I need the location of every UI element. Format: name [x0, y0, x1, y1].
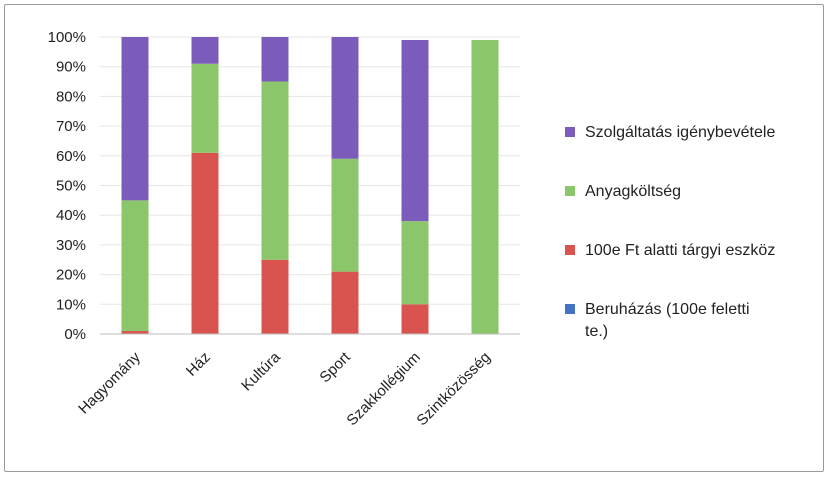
- bar-segment: [331, 158, 359, 272]
- bar-segment: [261, 37, 289, 82]
- legend-swatch: [565, 186, 575, 196]
- legend: Szolgáltatás igénybevétele Anyagköltség 10…: [565, 124, 775, 340]
- x-tick-label: Hagyomány: [75, 348, 144, 417]
- y-axis: 0% 10% 20% 30% 40% 50% 60% 70% 80% 90% 100%: [48, 29, 86, 343]
- y-tick-label: 90%: [56, 59, 86, 76]
- legend-swatch: [565, 127, 575, 137]
- x-tick-label: Szakkollégium: [343, 349, 423, 429]
- bar-segment: [401, 39, 429, 222]
- x-tick-label: Sport: [316, 348, 354, 386]
- legend-label: Szolgáltatás igénybevétele: [585, 124, 775, 141]
- x-tick-label: Ház: [183, 349, 214, 380]
- y-tick-label: 100%: [48, 29, 86, 46]
- gridlines: [100, 36, 520, 305]
- y-tick-label: 0%: [64, 326, 86, 343]
- legend-label: 100e Ft alatti tárgyi eszköz: [585, 242, 775, 259]
- stacked-bar-chart: 0% 10% 20% 30% 40% 50% 60% 70% 80% 90% 100% Hagyom…: [48, 29, 776, 429]
- bars: [121, 37, 499, 334]
- y-tick-label: 40%: [56, 207, 86, 224]
- legend-label: Anyagköltség: [585, 183, 681, 200]
- bar-segment: [261, 259, 289, 334]
- legend-swatch: [565, 245, 575, 255]
- bar-segment: [191, 63, 219, 153]
- bar-segment: [471, 39, 499, 334]
- y-tick-label: 60%: [56, 148, 86, 165]
- bar-segment: [191, 37, 219, 64]
- bar-segment: [121, 37, 149, 201]
- x-tick-label: Szintközösség: [413, 349, 493, 429]
- y-tick-label: 20%: [56, 267, 86, 284]
- legend-label: Beruházás (100e feletti te.): [585, 301, 750, 340]
- x-tick-label: Kultúra: [238, 348, 284, 394]
- bar-segment: [331, 37, 359, 159]
- bar-segment: [261, 81, 289, 260]
- y-tick-label: 10%: [56, 296, 86, 313]
- y-tick-label: 80%: [56, 88, 86, 105]
- bar-segment: [191, 152, 219, 334]
- bar-segment: [121, 331, 149, 334]
- y-tick-label: 30%: [56, 237, 86, 254]
- chart-frame: 0% 10% 20% 30% 40% 50% 60% 70% 80% 90% 100% Hagyom…: [4, 4, 824, 472]
- legend-swatch: [565, 304, 575, 314]
- bar-segment: [401, 221, 429, 305]
- bar-segment: [401, 304, 429, 334]
- bar-segment: [331, 271, 359, 334]
- x-axis: Hagyomány Ház Kultúra SportSzakkollégiumSzi…: [75, 333, 520, 429]
- bar-segment: [121, 200, 149, 332]
- y-tick-label: 50%: [56, 178, 86, 195]
- y-tick-label: 70%: [56, 118, 86, 135]
